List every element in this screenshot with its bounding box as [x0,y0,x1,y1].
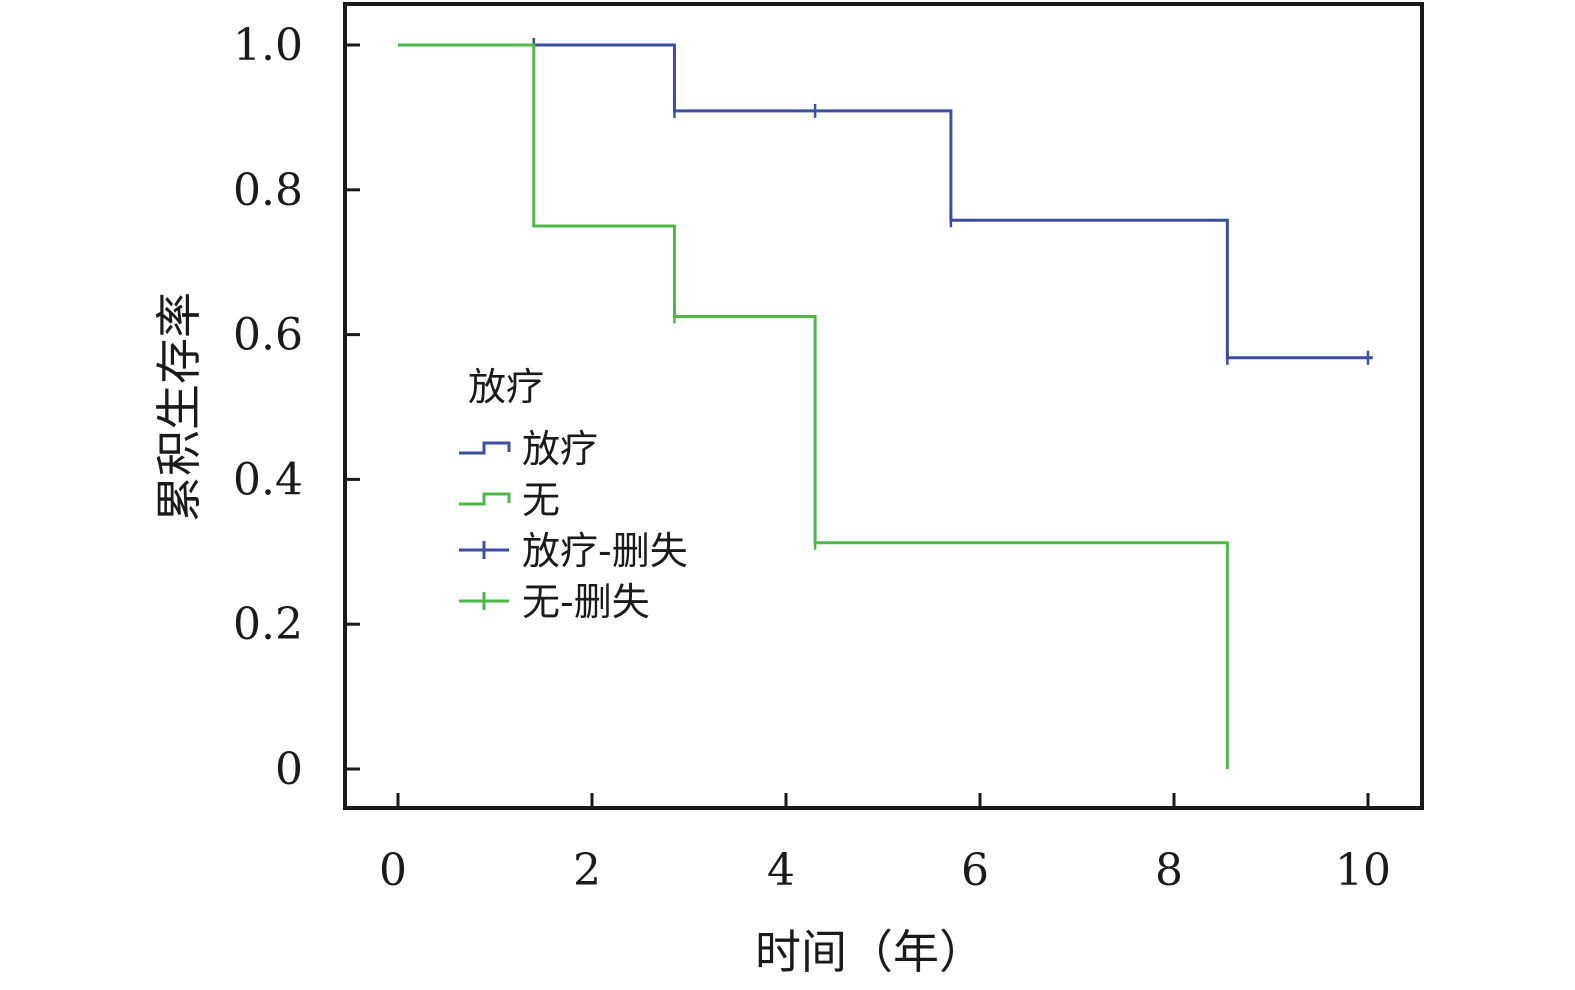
legend-step-icon [459,492,511,506]
legend-label: 无 [522,478,560,522]
legend-label: 无-删失 [522,580,650,624]
y-tick-label: 0.6 [233,310,303,361]
legend-label: 放疗 [522,427,598,471]
legend-title: 放疗 [468,365,544,409]
series-layer [398,38,1373,769]
x-tick-label: 0 [379,845,407,896]
plot-frame [343,2,1424,810]
y-axis-title: 累积生存率 [152,292,206,522]
legend-entry: 无 [459,478,560,522]
x-tick-label: 6 [961,845,989,896]
legend-entry: 放疗 [459,427,598,471]
axes: 0 0.2 0.4 0.6 0.8 1.0 0 2 4 6 8 10 [233,20,1391,896]
series-line [398,43,1373,360]
y-tick-label: 0.4 [233,454,303,505]
legend-label: 放疗-删失 [522,529,688,573]
y-tick-label: 0.8 [233,165,303,216]
x-tick-label: 4 [767,845,795,896]
legend-step-icon [459,441,511,455]
x-tick-label: 2 [573,845,601,896]
legend-entry: 放疗-删失 [459,529,688,573]
x-tick-label: 8 [1155,845,1183,896]
x-axis-title: 时间（年） [755,925,985,979]
series-0 [398,38,1373,365]
y-tick-label: 0.2 [233,599,303,650]
y-tick-label: 1.0 [233,20,303,71]
y-tick-label: 0 [275,744,303,795]
series-1 [398,43,1229,769]
legend-entry: 无-删失 [459,580,650,624]
x-tick-label: 10 [1335,845,1391,896]
